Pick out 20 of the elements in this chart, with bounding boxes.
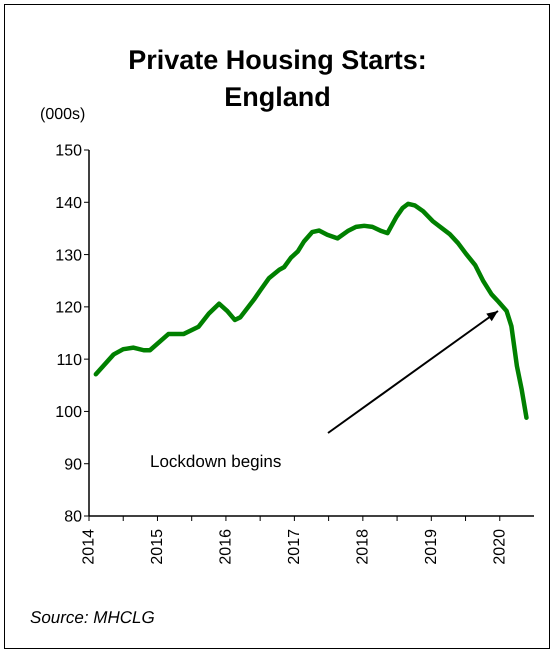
x-tick-label: 2019 xyxy=(422,528,440,565)
chart-title: Private Housing Starts: England xyxy=(127,44,428,112)
y-tick-label: 130 xyxy=(55,247,82,264)
source-note: Source: MHCLG xyxy=(30,608,155,628)
y-tick-label: 140 xyxy=(55,194,82,212)
x-tick-label: 2020 xyxy=(491,528,508,565)
y-tick-label: 100 xyxy=(55,404,82,422)
x-tick-label: 2015 xyxy=(148,528,166,565)
y-tick-label: 120 xyxy=(55,300,82,317)
x-tick-label: 2018 xyxy=(354,528,372,565)
y-tick-label: 150 xyxy=(55,142,82,160)
y-tick-label: 90 xyxy=(64,456,82,474)
y-tick-label: 110 xyxy=(56,352,82,369)
x-tick-label: 2016 xyxy=(217,528,234,565)
y-axis-title: (000s) xyxy=(40,106,86,124)
line-series xyxy=(94,202,529,420)
x-tick-label: 2017 xyxy=(286,528,303,565)
y-tick-label: 80 xyxy=(64,508,82,526)
annotation: Lockdown begins xyxy=(150,452,282,472)
x-tick-label: 2014 xyxy=(80,528,98,565)
